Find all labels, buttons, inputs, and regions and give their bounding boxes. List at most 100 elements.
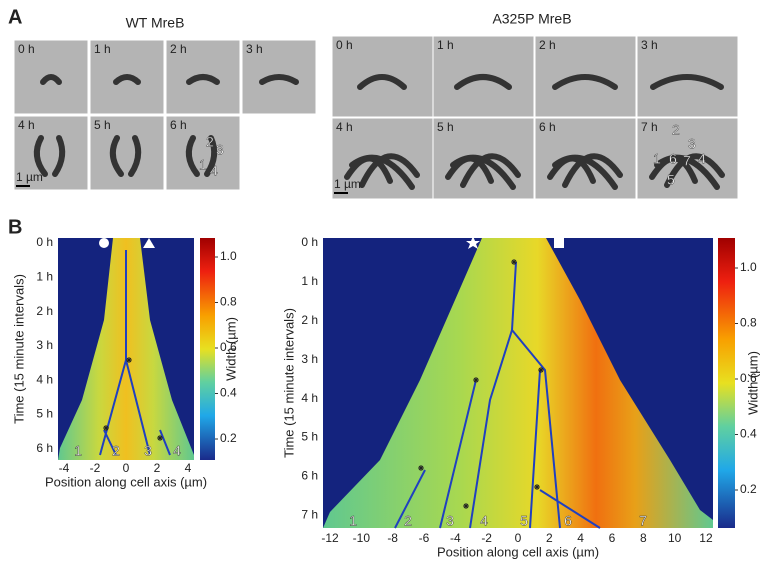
x-tick-label: -6 bbox=[419, 531, 430, 545]
y-tick-label: 2 h bbox=[36, 304, 53, 318]
cell bbox=[547, 153, 623, 190]
cell-number: 2 bbox=[404, 513, 412, 529]
division-line bbox=[394, 261, 601, 529]
cell-number: 7 bbox=[683, 153, 691, 169]
frame-label: 2 h bbox=[539, 38, 556, 52]
micrograph bbox=[432, 117, 535, 200]
cell bbox=[650, 74, 724, 90]
colorbar-tick-label: 0.6 bbox=[220, 340, 237, 354]
cell-number: 6 bbox=[564, 513, 572, 529]
x-tick-label: 12 bbox=[699, 531, 713, 545]
frame-label: 4 h bbox=[18, 118, 35, 132]
cell-number: 7 bbox=[639, 513, 647, 529]
frame-label: 7 h bbox=[641, 120, 658, 134]
generated: 0 h 1 h 2 h 3 h 4 h 5 h 6 h 0 h 1 h 2 h 3 h 4 h 5 h 6… bbox=[11, 35, 760, 559]
cell-number: 4 bbox=[210, 163, 218, 179]
y-tick-label: 5 h bbox=[301, 430, 318, 444]
y-axis-label: Time (15 minute intervals) bbox=[281, 308, 296, 458]
cell bbox=[259, 74, 299, 85]
cell bbox=[649, 153, 725, 190]
cell-number: 4 bbox=[480, 513, 488, 529]
cell bbox=[445, 153, 521, 190]
x-tick-label: 2 bbox=[546, 531, 553, 545]
colorbar-tick-label: 0.4 bbox=[220, 386, 237, 400]
y-tick-label: 0 h bbox=[301, 235, 318, 249]
division-mark bbox=[126, 357, 132, 363]
y-tick-label: 3 h bbox=[301, 352, 318, 366]
x-tick-label: 4 bbox=[577, 531, 584, 545]
colorbar-tick-label: 0.2 bbox=[740, 482, 757, 496]
colorbar-label: Width (µm) bbox=[745, 351, 760, 415]
cell bbox=[109, 135, 142, 177]
cell bbox=[186, 74, 220, 85]
x-tick-label: -4 bbox=[450, 531, 461, 545]
marker-star bbox=[466, 236, 480, 249]
marker-triangle bbox=[143, 238, 155, 248]
panel-title: WT MreB bbox=[126, 15, 185, 31]
y-tick-label: 3 h bbox=[36, 338, 53, 352]
y-tick-label: 5 h bbox=[36, 407, 53, 421]
cell-number: 3 bbox=[446, 513, 454, 529]
scale-bar-label: 1 µm bbox=[16, 170, 43, 184]
frame-label: 3 h bbox=[246, 42, 263, 56]
colorbar-label: Width (µm) bbox=[223, 317, 238, 381]
frame-label: 3 h bbox=[641, 38, 658, 52]
cell-number: 1 bbox=[349, 513, 357, 529]
x-axis-label: Position along cell axis (µm) bbox=[437, 544, 599, 559]
x-tick-label: -12 bbox=[321, 531, 339, 545]
scale-bar-label: 1 µm bbox=[334, 177, 361, 191]
panel-title: A325P MreB bbox=[492, 11, 571, 27]
division-mark bbox=[463, 503, 469, 509]
cell bbox=[33, 135, 66, 177]
y-tick-label: 6 h bbox=[36, 441, 53, 455]
micrograph bbox=[13, 115, 89, 191]
cell bbox=[552, 74, 618, 90]
frame-label: 0 h bbox=[336, 38, 353, 52]
division-mark bbox=[418, 465, 424, 471]
colorbar-tick-label: 0.4 bbox=[740, 427, 757, 441]
frame-label: 5 h bbox=[437, 120, 454, 134]
cell bbox=[185, 135, 218, 177]
y-tick-label: 4 h bbox=[301, 391, 318, 405]
cell-number: 2 bbox=[112, 443, 120, 459]
cell-number: 1 bbox=[74, 443, 82, 459]
colorbar-tick-label: 1.0 bbox=[220, 249, 237, 263]
y-axis-label: Time (15 minute intervals) bbox=[11, 274, 26, 424]
cell bbox=[357, 74, 407, 90]
micrograph bbox=[89, 115, 165, 191]
colorbar-tick-label: 0.8 bbox=[220, 295, 237, 309]
cell-number: 5 bbox=[667, 172, 675, 188]
marker-square bbox=[554, 238, 564, 248]
cell-number: 2 bbox=[672, 122, 680, 138]
cell bbox=[344, 153, 420, 190]
y-tick-label: 6 h bbox=[301, 469, 318, 483]
y-tick-label: 0 h bbox=[36, 235, 53, 249]
cell-number: 6 bbox=[669, 151, 677, 167]
frame-label: 6 h bbox=[539, 120, 556, 134]
division-mark bbox=[157, 435, 163, 441]
micrograph bbox=[165, 115, 241, 191]
cell-number: 4 bbox=[698, 151, 706, 167]
division-mark bbox=[534, 484, 540, 490]
x-tick-label: 8 bbox=[640, 531, 647, 545]
y-tick-label: 1 h bbox=[36, 269, 53, 283]
cell-number: 3 bbox=[688, 136, 696, 152]
division-mark bbox=[538, 367, 544, 373]
frame-label: 1 h bbox=[437, 38, 454, 52]
cell bbox=[454, 74, 512, 90]
y-tick-label: 2 h bbox=[301, 313, 318, 327]
cell-number: 3 bbox=[144, 443, 152, 459]
cell-number: 4 bbox=[173, 443, 181, 459]
cell bbox=[40, 74, 62, 85]
y-tick-label: 7 h bbox=[301, 507, 318, 521]
cell-number: 1 bbox=[199, 157, 207, 173]
cell-number: 5 bbox=[520, 513, 528, 529]
x-tick-label: 6 bbox=[609, 531, 616, 545]
colorbar-tick-label: 1.0 bbox=[740, 260, 757, 274]
y-tick-label: 1 h bbox=[301, 274, 318, 288]
cell bbox=[113, 74, 141, 85]
marker-circle bbox=[99, 238, 109, 248]
x-tick-label: -2 bbox=[90, 461, 101, 475]
frame-label: 4 h bbox=[336, 120, 353, 134]
